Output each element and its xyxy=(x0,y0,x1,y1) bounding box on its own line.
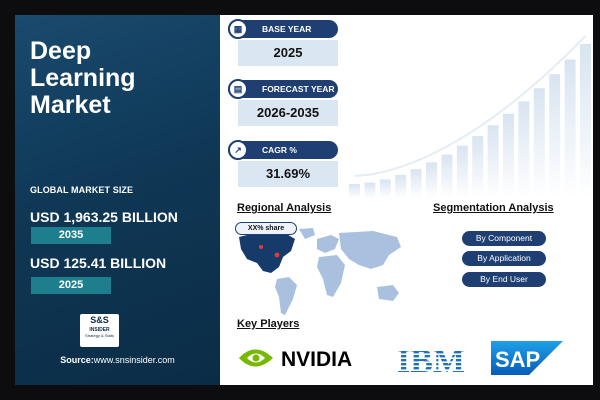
logo-text-1: S&S xyxy=(90,315,109,325)
base-year-header: ▦ BASE YEAR xyxy=(228,19,338,39)
decor-bar xyxy=(379,179,391,198)
source-url: www.snsinsider.com xyxy=(93,355,175,365)
key-players-title: Key Players xyxy=(237,318,300,330)
decor-bar xyxy=(549,74,561,198)
sap-logo: SAP xyxy=(491,341,563,375)
cagr-label: CAGR % xyxy=(262,145,297,155)
asia-region xyxy=(339,231,401,269)
sap-wordmark: SAP xyxy=(495,347,540,372)
source-line: Source:www.snsinsider.com xyxy=(15,355,220,365)
europe-region xyxy=(317,235,339,253)
decor-bar xyxy=(410,169,422,198)
decor-bar xyxy=(426,162,437,198)
title-line-2: Learning xyxy=(30,64,136,92)
infographic: Deep Learning Market GLOBAL MARKET SIZE … xyxy=(15,15,593,385)
north-america-region xyxy=(239,231,295,273)
cagr-card: ↗ CAGR % 31.69% xyxy=(228,140,338,187)
decor-bar xyxy=(518,101,530,198)
nvidia-wordmark: NVIDIA xyxy=(281,348,352,371)
forecast-year-label: FORECAST YEAR xyxy=(262,84,335,94)
calendar-icon: ▦ xyxy=(228,19,248,39)
base-year-card: ▦ BASE YEAR 2025 xyxy=(228,19,338,66)
left-panel: Deep Learning Market GLOBAL MARKET SIZE … xyxy=(15,15,220,385)
base-year-value: 2025 xyxy=(238,40,338,66)
page-title: Deep Learning Market xyxy=(30,38,136,119)
ibm-wordmark: IBM xyxy=(397,343,465,375)
share-callout: XX% share xyxy=(235,222,297,235)
year-badge-2025: 2025 xyxy=(31,277,111,294)
chart-icon: ▤ xyxy=(228,79,248,99)
market-value-2025: USD 125.41 BILLION xyxy=(30,255,167,271)
segment-by-end-user[interactable]: By End User xyxy=(462,272,546,287)
growth-icon: ↗ xyxy=(228,140,248,160)
nvidia-logo: NVIDIA xyxy=(239,348,352,371)
segmentation-analysis-title: Segmentation Analysis xyxy=(433,202,554,214)
decor-bar xyxy=(395,174,407,198)
regional-analysis-title: Regional Analysis xyxy=(237,202,332,214)
decor-bar xyxy=(456,145,468,198)
australia-region xyxy=(377,285,399,301)
market-value-2035: USD 1,963.25 BILLION xyxy=(30,209,178,225)
cagr-header: ↗ CAGR % xyxy=(228,140,338,160)
forecast-year-value: 2026-2035 xyxy=(238,100,338,126)
decor-bar xyxy=(364,182,376,198)
decor-bar xyxy=(472,135,484,198)
decor-bar xyxy=(487,125,499,198)
south-america-region xyxy=(275,277,297,315)
nvidia-eye-icon xyxy=(239,349,273,367)
decor-bar xyxy=(533,88,545,198)
logo-text-2: INSIDER xyxy=(89,327,110,333)
logo-text-3: Strategy & Stats xyxy=(85,333,114,338)
ibm-logo: IBM xyxy=(397,343,465,375)
growth-bars-graphic xyxy=(349,35,591,198)
world-map xyxy=(239,228,401,315)
forecast-year-card: ▤ FORECAST YEAR 2026-2035 xyxy=(228,79,338,126)
forecast-year-header: ▤ FORECAST YEAR xyxy=(228,79,338,99)
decor-bar xyxy=(580,44,591,198)
source-label: Source: xyxy=(60,355,94,365)
decor-bar xyxy=(349,184,360,198)
decor-bar xyxy=(503,113,514,198)
sns-insider-logo: S&S INSIDER Strategy & Stats xyxy=(80,314,119,347)
title-line-3: Market xyxy=(30,91,111,119)
segment-by-component[interactable]: By Component xyxy=(462,231,546,246)
cagr-value: 31.69% xyxy=(238,161,338,187)
year-badge-2035: 2035 xyxy=(31,227,111,244)
global-market-size-label: GLOBAL MARKET SIZE xyxy=(30,185,134,195)
segment-by-application[interactable]: By Application xyxy=(462,251,546,266)
africa-region xyxy=(317,255,345,297)
base-year-label: BASE YEAR xyxy=(262,24,312,34)
decor-bar xyxy=(441,154,453,198)
decor-bar xyxy=(564,59,576,198)
title-line-1: Deep xyxy=(30,37,92,65)
